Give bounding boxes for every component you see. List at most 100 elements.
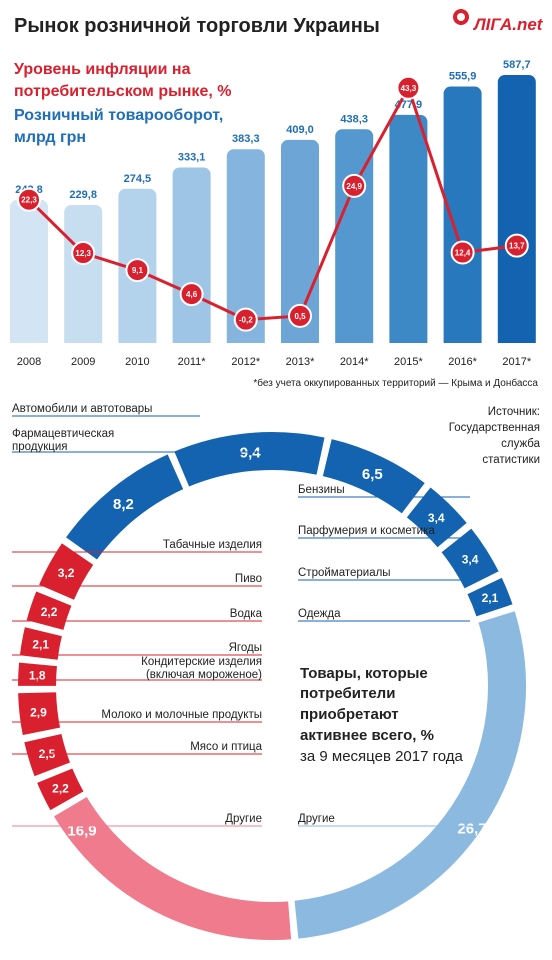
bar-value-label: 438,3 [340,113,368,125]
inflation-point-2015* [396,75,421,100]
year-label: 2010 [125,356,149,368]
year-label: 2008 [17,356,41,368]
ring-slice-value: 3,4 [428,511,445,525]
inflation-point-2013* [288,303,312,328]
ring-slice [21,731,73,779]
ring-slice-value: 16,9 [67,822,96,839]
ring-slice-value: 2,2 [52,782,69,796]
ring-slice [320,436,428,517]
year-label: 2015* [394,356,423,368]
inflation-value-label: 12,4 [455,249,471,258]
year-label: 2014* [340,356,369,368]
legend: Уровень инфляции на потребительском рынк… [14,61,231,146]
ring-category-label: Другие [225,813,262,825]
page-title: Рынок розничной торговли Украины [14,15,380,37]
legend-inflation-line-2: потребительском рынке, % [14,83,231,100]
bar-2015* [389,114,428,350]
inflation-value-label: 24,9 [346,182,362,191]
legend-turnover-line-2: млрд грн [14,129,86,146]
inflation-value-label: 12,3 [75,249,91,258]
ring-category-label: Автомобили и автотовары [12,403,152,415]
ring-slice-value: 9,4 [240,444,262,461]
ring-slice [63,451,186,563]
inflation-point-2014* [342,173,367,198]
ring-category-label: Пиво [235,573,262,585]
ring-slice [404,484,470,551]
ring-category-label: Стройматериалы [298,567,391,579]
ring-category-label: Бензины [298,484,345,496]
ring-slice [16,660,60,688]
ring-slice [17,624,65,662]
ring-slice [51,794,294,942]
ring-slice-value: 2,1 [32,638,49,652]
ring-chart: 8,29,46,53,43,42,126,716,92,22,52,91,82,… [16,430,528,942]
ring-slice-value: 2,9 [30,705,47,719]
ring-category-label: Водка [230,608,263,620]
ring-category-label: Парфумерия и косметика [298,525,435,537]
logo: ЛIГА.net [453,9,544,34]
inflation-value-label: 0,5 [294,312,306,321]
ring-category-label: продукция [12,441,68,453]
ring-slice [292,608,528,941]
ring-category-label: Одежда [298,608,341,620]
bar-value-label: 274,5 [124,173,152,185]
center-line-5: за 9 месяцев 2017 года [300,748,464,765]
bar-2011* [172,167,211,350]
inflation-value-label: 13,7 [509,242,525,251]
bar-value-label: 555,9 [449,71,477,83]
year-label: 2012* [231,356,260,368]
ring-category-label: Мясо и птица [190,741,262,753]
bar-value-label: 587,7 [503,59,531,71]
bar-value-label: 229,8 [69,189,97,201]
year-label: 2011* [178,356,207,368]
bar-2012* [226,149,265,350]
center-line-3: приобретают [300,706,399,723]
ring-slice-value: 8,2 [113,496,134,513]
inflation-value-label: 22,3 [21,196,37,205]
ring-category-label: Молоко и молочные продукты [101,709,262,721]
bar-2009 [64,205,103,350]
legend-inflation-line-1: Уровень инфляции на [14,61,191,78]
ring-category-label: Табачные изделия [163,539,262,551]
ring-slice-value: 2,2 [41,605,58,619]
inflation-value-label: 4,6 [186,290,198,299]
inflation-point-2016* [450,240,475,265]
ring-slice-value: 26,7 [457,820,486,837]
bar-2013* [281,139,319,350]
ring-category-label: Другие [298,813,335,825]
bar-2016* [443,86,482,350]
year-label: 2013* [286,356,315,368]
inflation-point-2011* [179,282,204,307]
year-label: 2017* [502,356,531,368]
ring-category-label: Фармацевтическая [12,428,114,440]
bar-2008 [10,199,48,350]
source-line-2: Государственная [449,422,540,434]
ring-category-label: Ягоды [229,642,262,654]
year-label: 2009 [71,356,95,368]
center-line-4: активнее всего, % [300,727,434,744]
ring-slice-value: 3,4 [462,553,479,567]
ring-slice [438,525,502,591]
inflation-polyline [27,86,517,322]
inflation-value-label: -0,2 [239,316,253,325]
source-line-4: статистики [482,454,540,466]
year-labels: 2008 2009 2010 2011* 2012* 2013* 2014* 2015* 201… [17,356,532,368]
source-line-1: Источник: [488,406,540,418]
bar-value-label: 333,1 [178,151,206,163]
footnote: *без учета оккупированных территорий — К… [253,377,538,389]
inflation-point-2010 [125,258,150,283]
ring-category-label: (включая мороженое) [146,669,262,681]
inflation-value-label: 43,3 [401,84,417,93]
inflation-point-2009 [71,241,96,266]
bar-value-label: 383,3 [232,133,260,145]
source-block: Источник: Государственная служба статист… [449,406,541,466]
ring-slice [34,765,87,813]
center-line-2: потребители [300,685,395,702]
inflation-line: 22,3 12,3 9,1 4,6 -0,2 0,5 24,9 43,3 12,4 13,7 [17,75,529,332]
inflation-value-label: 9,1 [132,266,144,275]
bar-value-label: 409,0 [286,124,314,136]
bar-2017* [497,75,536,350]
inflation-point-2017* [504,233,529,258]
ring-slice-value: 1,8 [29,668,46,682]
